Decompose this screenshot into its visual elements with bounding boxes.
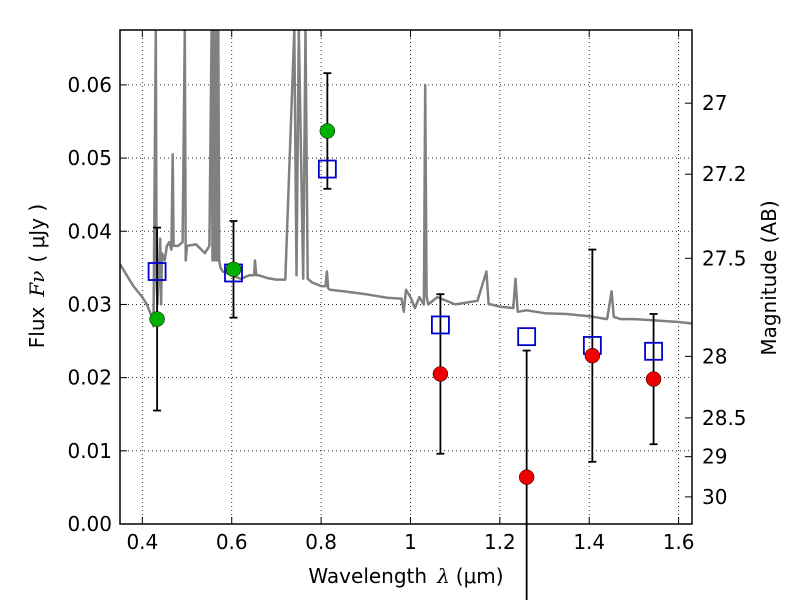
flux-circle-marker: [319, 123, 336, 139]
y-tick-label: 0.05: [67, 146, 112, 170]
right-tick-label: 28: [702, 344, 727, 368]
x-tick-label: 0.6: [216, 530, 248, 554]
x-axis-title-text: Wavelength: [308, 564, 427, 588]
y-tick-label: 0.00: [67, 512, 112, 536]
spectrum-line: [120, 30, 692, 328]
x-axis-title: Wavelength λ (μm): [308, 564, 503, 588]
model-square-marker: [431, 315, 450, 335]
x-tick-label: 0.8: [305, 530, 337, 554]
flux-circle-marker: [645, 371, 662, 387]
right-axis-title: Magnitude (AB): [757, 200, 781, 355]
y-tick-label: 0.04: [67, 219, 112, 243]
y-axis-symbol: Fν: [25, 271, 49, 298]
series-layer: [147, 72, 663, 600]
model-square-marker: [644, 341, 663, 361]
flux-circle-marker: [432, 366, 449, 382]
x-tick-label: 1.4: [573, 530, 605, 554]
right-tick-label: 30: [702, 485, 727, 509]
model-square-marker: [517, 327, 537, 347]
x-tick-label: 1.2: [484, 530, 516, 554]
flux-circle-marker: [225, 261, 242, 278]
x-axis-symbol: λ: [436, 564, 450, 588]
flux-circle-marker: [584, 347, 601, 364]
right-tick-label: 29: [702, 445, 727, 469]
right-tick-label: 27.5: [702, 246, 747, 270]
y-tick-label: 0.06: [67, 73, 112, 97]
model-square-marker: [317, 159, 337, 179]
plot-frame: [119, 29, 693, 525]
flux-circle-marker: [518, 469, 535, 485]
y-axis-unit: ( μJy ): [25, 204, 49, 263]
y-tick-label: 0.01: [67, 439, 112, 463]
y-axis-title: Flux Fν ( μJy ): [25, 204, 49, 348]
right-tick-label: 28.5: [702, 406, 747, 430]
right-tick-label: 27: [702, 91, 727, 115]
x-tick-label: 1: [404, 530, 417, 554]
x-tick-label: 1.6: [663, 530, 695, 554]
ticks-layer: 0.4 0.6 0.8 1 1.2 1.4 1.6 0.00 0.01 0.02 0.03 0.04 0…: [67, 30, 747, 554]
y-tick-label: 0.02: [67, 366, 112, 390]
y-tick-label: 0.03: [67, 292, 112, 316]
x-tick-label: 0.4: [126, 530, 158, 554]
grid-layer: [120, 30, 692, 524]
right-axis-title-text: Magnitude (AB): [757, 200, 781, 355]
right-tick-label: 27.2: [702, 162, 747, 186]
flux-circle-marker: [149, 311, 165, 327]
model-square-marker: [147, 262, 167, 281]
y-axis-title-text: Flux: [25, 306, 49, 348]
x-axis-unit: (μm): [456, 564, 504, 588]
spectrum-layer: [120, 30, 692, 328]
